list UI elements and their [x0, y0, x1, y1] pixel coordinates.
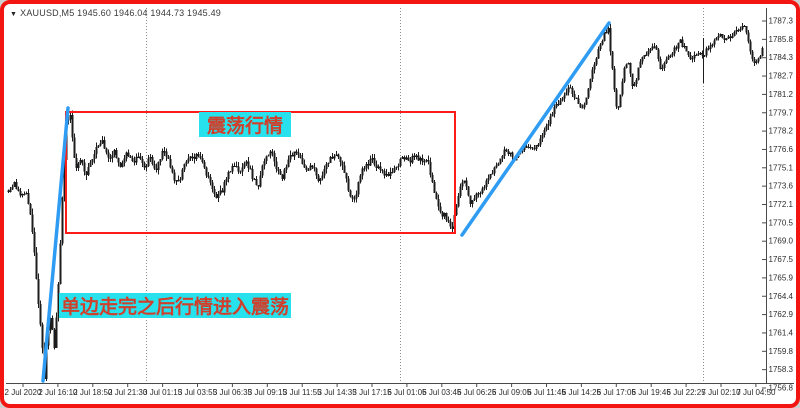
- price-tick-label: 1764.4: [769, 292, 794, 301]
- ohlc-values: 1945.60 1946.04 1944.73 1945.49: [77, 8, 221, 18]
- trendline-1[interactable]: [41, 106, 70, 383]
- price-tick-label: 1759.8: [769, 347, 794, 356]
- time-tick-label: 3 Jul 01:15: [143, 388, 183, 397]
- price-tick-label: 1762.9: [769, 310, 794, 319]
- time-tick-label: 6 Jul 14:25: [562, 388, 602, 397]
- time-tick-label: 7 Jul 04:50: [736, 388, 776, 397]
- time-tick-label: 6 Jul 11:45: [527, 388, 566, 397]
- price-tick-label: 1787.3: [769, 17, 794, 26]
- price-tick-label: 1784.3: [769, 53, 794, 62]
- time-tick-label: 7 Jul 02:10: [701, 388, 741, 397]
- price-tick-label: 1781.2: [769, 90, 794, 99]
- time-tick-label: 6 Jul 22:25: [667, 388, 707, 397]
- time-tick-label: 3 Jul 09:15: [248, 388, 288, 397]
- time-tick-label: 2 Jul 21:30: [108, 388, 148, 397]
- price-tick-label: 1782.7: [769, 72, 794, 81]
- time-tick-label: 2 Jul 18:50: [73, 388, 113, 397]
- time-tick-label: 6 Jul 17:05: [597, 388, 637, 397]
- price-tick-label: 1772.1: [769, 200, 794, 209]
- price-tick-label: 1773.6: [769, 182, 794, 191]
- symbol-timeframe-label: XAUUSD,M5: [20, 8, 75, 18]
- price-tick-label: 1761.4: [769, 328, 794, 337]
- time-tick-label: 2 Jul 2020: [5, 388, 42, 397]
- time-tick-label: 3 Jul 06:35: [213, 388, 253, 397]
- price-tick-label: 1767.5: [769, 255, 794, 264]
- price-tick-label: 1770.5: [769, 218, 794, 227]
- price-tick-label: 1778.2: [769, 127, 794, 136]
- price-tick-label: 1765.9: [769, 273, 794, 282]
- time-tick-label: 2 Jul 16:10: [38, 388, 78, 397]
- range-market-annotation[interactable]: 震荡行情: [199, 112, 291, 137]
- time-tick-label: 3 Jul 14:35: [318, 388, 358, 397]
- price-axis[interactable]: 1787.3 1785.8 1784.3 1782.7 1781.2 1779.7 1778…: [762, 17, 794, 393]
- symbol-dropdown-icon[interactable]: ▼: [10, 11, 18, 18]
- chart-title-bar: ▼ XAUUSD,M5 1945.60 1946.04 1944.73 1945.…: [10, 8, 221, 18]
- time-tick-label: 6 Jul 01:05: [387, 388, 427, 397]
- price-tick-label: 1785.8: [769, 35, 794, 44]
- price-tick-label: 1776.6: [769, 145, 794, 154]
- time-tick-label: 3 Jul 11:55: [283, 388, 322, 397]
- time-tick-label: 6 Jul 03:45: [422, 388, 462, 397]
- time-tick-label: 6 Jul 09:05: [492, 388, 532, 397]
- price-tick-label: 1758.3: [769, 365, 794, 374]
- price-tick-label: 1779.7: [769, 108, 794, 117]
- time-tick-label: 6 Jul 06:25: [457, 388, 497, 397]
- trendline-2[interactable]: [460, 21, 611, 237]
- candlestick-series: [7, 22, 764, 381]
- trend-to-range-annotation[interactable]: 单边走完之后行情进入震荡: [59, 293, 291, 318]
- time-tick-label: 6 Jul 19:45: [632, 388, 672, 397]
- time-tick-label: 3 Jul 17:15: [352, 388, 392, 397]
- time-tick-label: 3 Jul 03:55: [178, 388, 218, 397]
- price-tick-label: 1775.1: [769, 163, 794, 172]
- price-tick-label: 1769.0: [769, 237, 794, 246]
- price-tick-label: 1756.8: [769, 384, 794, 393]
